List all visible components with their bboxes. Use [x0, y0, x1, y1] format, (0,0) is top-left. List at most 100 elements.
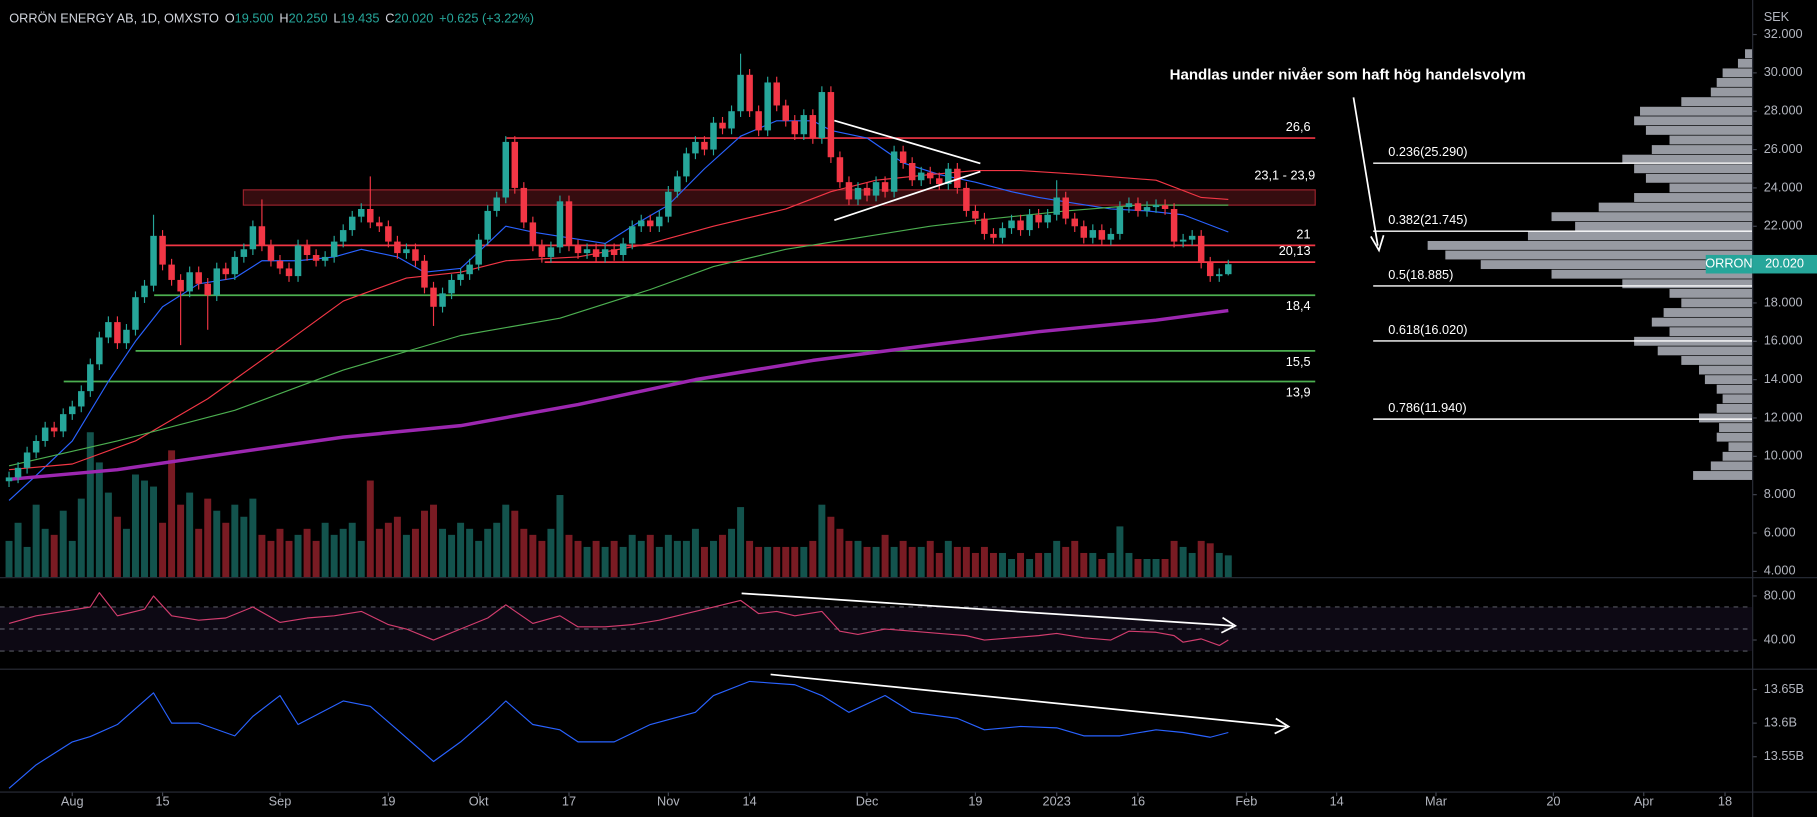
candle-body — [827, 92, 835, 158]
candle-body — [601, 249, 609, 257]
candle-body — [1197, 235, 1205, 263]
volume-bar — [899, 540, 907, 578]
volume-profile-bar — [1737, 58, 1753, 68]
candle-body — [240, 249, 248, 257]
candle-body — [87, 364, 94, 392]
candle-body — [123, 329, 130, 344]
candle-body — [854, 187, 862, 200]
volume-profile-bar — [1645, 125, 1753, 135]
volume-bar — [989, 552, 997, 578]
volume-profile-bar — [1699, 413, 1753, 423]
volume-bar — [773, 546, 781, 578]
volume-bar — [348, 522, 356, 578]
candle-body — [972, 210, 979, 219]
volume-bar — [457, 522, 465, 578]
volume-profile-bar — [1716, 78, 1753, 87]
volume-bar — [384, 522, 392, 578]
volume-bar — [1116, 526, 1124, 578]
candle-body — [358, 208, 365, 217]
candle-body — [159, 235, 166, 265]
volume-bar — [50, 534, 58, 578]
candle-body — [294, 245, 302, 277]
candle-body — [132, 297, 139, 330]
volume-bar — [710, 540, 717, 578]
ohlc-value: 20.250 — [289, 11, 328, 26]
volume-bar — [917, 546, 925, 578]
x-tick-label: 2023 — [1043, 793, 1071, 808]
volume-profile-bar — [1719, 423, 1753, 433]
candle-body — [665, 191, 672, 217]
volume-bar — [421, 510, 428, 578]
price-tag-label: 20.020 — [1765, 256, 1804, 271]
volume-bar — [1098, 558, 1106, 578]
volume-bar — [628, 534, 636, 578]
line-series — [8, 680, 1229, 789]
volume-bar — [999, 552, 1006, 578]
candle-body — [592, 249, 600, 257]
candle-body — [945, 168, 952, 185]
y-tick-label: 13.6B — [1764, 714, 1797, 729]
price-level-label: 21 — [1296, 226, 1310, 241]
volume-profile-bar — [1634, 116, 1753, 126]
volume-profile-bar — [1745, 49, 1753, 59]
candle-body — [565, 201, 573, 246]
candle-body — [619, 243, 627, 256]
volume-bar — [312, 540, 320, 578]
x-tick-label: Mar — [1425, 793, 1448, 808]
candle-body — [881, 182, 889, 192]
x-tick-label: Feb — [1235, 793, 1257, 808]
volume-profile-bar — [1728, 442, 1753, 452]
candle-body — [23, 452, 31, 468]
volume-bar — [1215, 552, 1223, 578]
volume-bar — [168, 450, 176, 578]
candle-body — [1044, 214, 1051, 223]
volume-bar — [14, 522, 22, 578]
volume-bar — [809, 540, 817, 578]
price-tag-box — [1705, 254, 1753, 274]
candle-body — [890, 151, 898, 192]
candle-body — [1062, 197, 1069, 219]
volume-bar — [1197, 540, 1205, 578]
arrow-head — [1220, 616, 1238, 634]
volume-bar — [1206, 543, 1214, 578]
volume-bar — [691, 528, 699, 578]
price-level-label: 13,9 — [1286, 384, 1311, 399]
volume-profile-bar — [1710, 461, 1753, 471]
volume-bar — [249, 498, 257, 578]
volume-bar — [953, 546, 961, 578]
volume-bar — [466, 528, 474, 578]
ohlc-value: 19.435 — [340, 11, 379, 26]
volume-bar — [980, 546, 988, 578]
ohlc-value: 19.500 — [235, 11, 274, 26]
volume-bar — [737, 507, 745, 578]
ohlc-key: C — [385, 11, 394, 26]
candle-body — [999, 228, 1006, 238]
y-tick-label: 4.000 — [1764, 563, 1796, 578]
candle-body — [1035, 214, 1042, 223]
candle-body — [276, 260, 284, 269]
volume-bar — [800, 546, 808, 578]
volume-bar — [411, 528, 419, 578]
candle-body — [150, 235, 157, 286]
price-tag-box — [1752, 254, 1817, 274]
y-tick-label: 22.000 — [1764, 218, 1803, 233]
volume-bar — [1035, 552, 1043, 578]
y-tick-label: 10.000 — [1764, 448, 1803, 463]
candle-body — [222, 268, 230, 275]
volume-bar — [601, 546, 609, 578]
volume-bar — [1161, 558, 1169, 578]
candle-body — [231, 256, 239, 275]
candle-body — [511, 141, 519, 188]
volume-profile-bar — [1681, 298, 1753, 308]
candle-body — [791, 120, 799, 135]
volume-bar — [448, 534, 456, 578]
candle-body — [963, 187, 970, 211]
x-tick-label: Dec — [856, 793, 879, 808]
volume-profile-bar — [1681, 356, 1753, 365]
volume-profile-bar — [1657, 346, 1753, 356]
candle-body — [719, 122, 726, 129]
x-tick-label: Nov — [657, 793, 680, 808]
volume-profile-bar — [1527, 231, 1753, 241]
candle-body — [448, 279, 455, 294]
candle-body — [439, 293, 446, 307]
